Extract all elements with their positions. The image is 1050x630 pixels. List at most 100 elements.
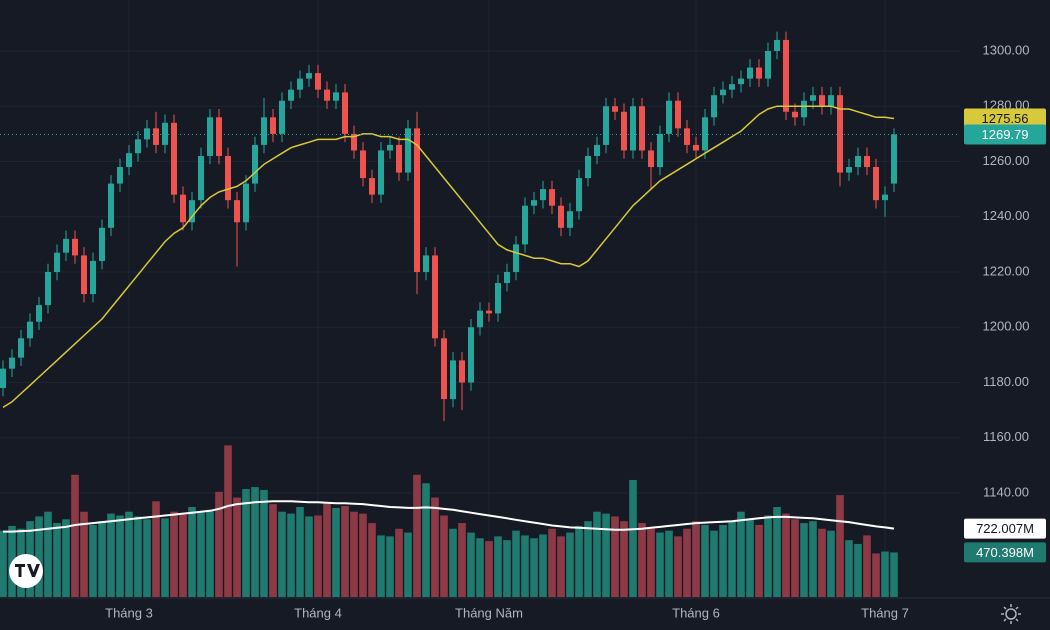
y-tick-label: 1240.00 <box>983 208 1030 223</box>
volume-bar <box>674 536 682 597</box>
volume-bar <box>854 543 862 597</box>
volume-bar <box>269 504 277 597</box>
candle-body <box>351 133 357 151</box>
volume-bar <box>62 519 70 597</box>
volume-bar <box>413 474 421 597</box>
volume-bar <box>503 540 511 597</box>
volume-bar <box>476 538 484 597</box>
axis-layer: Tháng 3 Tháng 4 Tháng Năm Tháng 6 Tháng 7 114… <box>0 42 1050 620</box>
candle-body <box>441 338 447 400</box>
ma-value-box <box>964 108 1046 129</box>
candle-body <box>333 92 339 101</box>
candle-body <box>720 89 726 96</box>
volume-bar <box>98 521 106 597</box>
candle-body <box>585 155 591 179</box>
volume-bar <box>332 507 340 597</box>
candle-body <box>693 144 699 151</box>
volume-bar <box>575 525 583 597</box>
volume-bar <box>818 528 826 597</box>
candle-body <box>18 338 24 358</box>
candle-body <box>90 260 96 295</box>
logo-circle <box>9 554 43 588</box>
y-tick-label: 1200.00 <box>983 319 1030 334</box>
volume-bar <box>206 509 214 597</box>
ma-line <box>2 105 895 409</box>
volume-value-box <box>964 542 1046 563</box>
volume-bar <box>485 541 493 597</box>
candle-body <box>567 211 573 228</box>
volume-bar <box>170 511 178 597</box>
volume-ma-value-label: 722.007M <box>976 521 1034 536</box>
candle-body <box>81 255 87 295</box>
candle-body <box>378 150 384 195</box>
volume-bar <box>584 521 592 597</box>
candle-body <box>639 106 645 151</box>
volume-bar <box>251 487 259 597</box>
volume-bar <box>872 553 880 597</box>
sun-rays <box>1001 604 1021 624</box>
last-price-box <box>964 124 1046 145</box>
volume-bar <box>323 502 331 597</box>
x-tick-label: Tháng 6 <box>672 605 720 620</box>
volume-bar <box>701 524 709 597</box>
candle-body <box>216 117 222 156</box>
candle-body <box>45 271 51 306</box>
candle-body <box>459 360 465 383</box>
volume-value-label: 470.398M <box>976 545 1034 560</box>
logo[interactable] <box>9 554 43 588</box>
volume-bar <box>89 524 97 597</box>
volume-bar <box>656 532 664 597</box>
candle-body <box>225 155 231 201</box>
candle-body <box>117 167 123 184</box>
volume-bar <box>440 515 448 597</box>
candle-body <box>846 167 852 173</box>
volume-bar <box>890 552 898 597</box>
volume-bar <box>530 538 538 597</box>
candle-body <box>72 238 78 256</box>
volume-ma-value-box <box>964 518 1046 539</box>
volume-bar <box>287 513 295 597</box>
candle-body <box>765 50 771 79</box>
candle-body <box>279 100 285 134</box>
volume-bar <box>215 491 223 597</box>
settings-icon[interactable] <box>1001 604 1021 624</box>
candle-body <box>261 117 267 145</box>
volume-bar <box>80 511 88 597</box>
volume-bar <box>152 501 160 597</box>
candle-body <box>549 189 555 206</box>
y-tick-label: 1180.00 <box>983 374 1029 389</box>
volume-bar <box>647 528 655 597</box>
volume-bar <box>494 536 502 597</box>
candle-body <box>621 111 627 151</box>
candle-body <box>387 144 393 151</box>
candle-body <box>486 310 492 314</box>
candle-body <box>360 150 366 179</box>
candle-body <box>540 189 546 201</box>
volume-bar <box>467 532 475 597</box>
candle-body <box>297 78 303 90</box>
candle-body <box>306 73 312 79</box>
candle-body <box>162 122 168 145</box>
volume-bar <box>638 523 646 597</box>
grid <box>0 0 960 597</box>
volume-bar <box>782 513 790 597</box>
candle-body <box>0 368 6 389</box>
candle-body <box>738 78 744 85</box>
x-tick-label: Tháng 4 <box>294 605 342 620</box>
volume-bar <box>737 511 745 597</box>
candle-body <box>873 167 879 201</box>
candle-body <box>504 271 510 284</box>
volume-bar <box>422 483 430 597</box>
candle-body <box>405 128 411 173</box>
candle-body <box>36 305 42 322</box>
ma-value-label: 1275.56 <box>982 111 1029 126</box>
volume-bar <box>746 519 754 597</box>
candle-body <box>324 89 330 101</box>
volume-bar <box>539 534 547 597</box>
candle-body <box>252 144 258 184</box>
candle-body <box>513 244 519 272</box>
volume-bar <box>224 445 232 597</box>
logo-mark <box>15 564 40 577</box>
